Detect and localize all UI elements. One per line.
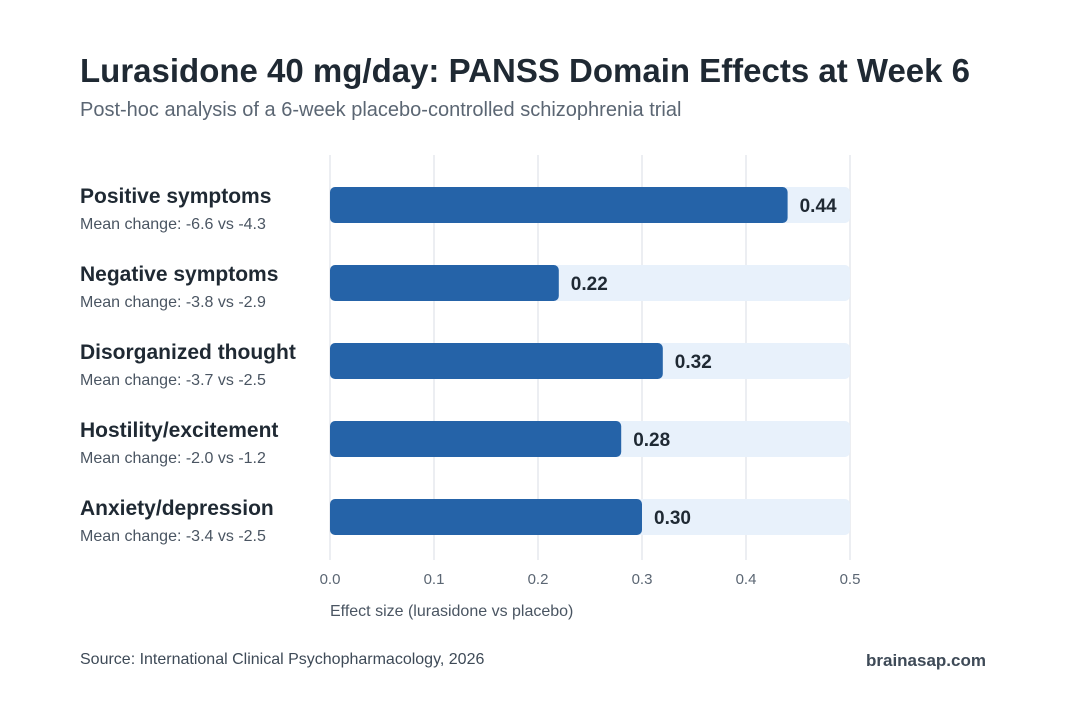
category-label: Anxiety/depression xyxy=(80,497,274,520)
x-tick-label: 0.5 xyxy=(840,571,861,588)
category-sublabel: Mean change: -3.4 vs -2.5 xyxy=(80,528,266,545)
bar-value-label: 0.22 xyxy=(571,274,608,295)
x-tick-label: 0.3 xyxy=(632,571,653,588)
category-label: Disorganized thought xyxy=(80,341,296,364)
bar-value-label: 0.30 xyxy=(654,508,691,529)
bar xyxy=(330,421,622,457)
bar xyxy=(330,499,642,535)
x-tick-label: 0.1 xyxy=(424,571,445,588)
bar xyxy=(330,265,559,301)
bar-value-label: 0.32 xyxy=(675,352,712,373)
category-label: Hostility/excitement xyxy=(80,419,278,442)
x-tick-label: 0.2 xyxy=(528,571,549,588)
chart-subtitle: Post-hoc analysis of a 6-week placebo-co… xyxy=(80,99,682,121)
brand-label: brainasap.com xyxy=(866,651,986,670)
bar xyxy=(330,343,663,379)
category-label: Negative symptoms xyxy=(80,263,278,286)
bar-value-label: 0.28 xyxy=(633,430,670,451)
chart-title: Lurasidone 40 mg/day: PANSS Domain Effec… xyxy=(80,52,971,89)
category-sublabel: Mean change: -6.6 vs -4.3 xyxy=(80,216,266,233)
x-tick-label: 0.4 xyxy=(736,571,757,588)
x-axis-label: Effect size (lurasidone vs placebo) xyxy=(330,603,573,620)
source-note: Source: International Clinical Psychopha… xyxy=(80,651,485,668)
category-label: Positive symptoms xyxy=(80,185,271,208)
bar xyxy=(330,187,788,223)
category-sublabel: Mean change: -3.7 vs -2.5 xyxy=(80,372,266,389)
x-tick-label: 0.0 xyxy=(320,571,341,588)
category-sublabel: Mean change: -3.8 vs -2.9 xyxy=(80,294,266,311)
bar-value-label: 0.44 xyxy=(800,196,837,217)
category-sublabel: Mean change: -2.0 vs -1.2 xyxy=(80,450,266,467)
